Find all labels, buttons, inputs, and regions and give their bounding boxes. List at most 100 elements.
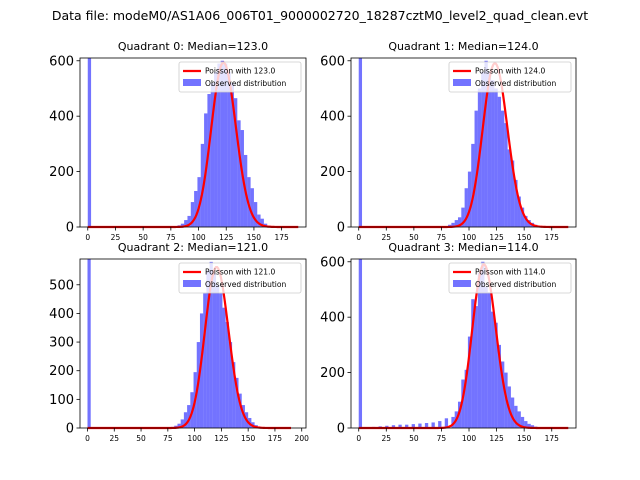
histogram-bar [510, 397, 515, 428]
histogram-bar [227, 71, 231, 227]
histogram-bar [194, 190, 198, 227]
x-tick-label: 50 [409, 233, 419, 242]
histogram-bar [484, 60, 488, 227]
histogram-bar [358, 259, 363, 428]
x-tick-label: 75 [166, 233, 176, 242]
y-tick-label: 0 [66, 422, 74, 437]
x-tick-label: 100 [191, 233, 206, 242]
quadrant-0-chart: 0 200 400 600 0 25 50 75 100 125 150 175 Quadrant 0:… [49, 40, 307, 242]
legend-label-observed: Observed distribution [205, 79, 286, 88]
histogram-bar [497, 96, 501, 227]
x-tick-label: 100 [187, 434, 202, 443]
axes-frame [350, 258, 577, 429]
quadrant-2-chart: 0 100 200 300 400 500 0 25 50 75 100 125 150 175 200 Qu… [49, 241, 309, 443]
y-tick-label: 600 [49, 54, 74, 69]
histogram-bar [241, 405, 245, 428]
histogram-bar [411, 424, 415, 428]
histogram-bar [187, 405, 191, 428]
histogram-bar [187, 215, 191, 227]
histogram-bar [358, 58, 363, 227]
histogram-bar [464, 188, 468, 227]
histogram-bar [224, 63, 228, 227]
x-tick-label: 150 [241, 434, 256, 443]
histogram-bar [184, 220, 188, 227]
histogram-bar [190, 202, 195, 227]
histogram-bar [235, 377, 239, 428]
histogram-bar [398, 424, 402, 428]
histogram-bar [438, 421, 442, 428]
axes-frame [79, 57, 307, 228]
histogram-bar [203, 293, 207, 428]
x-tick-label: 25 [382, 434, 392, 443]
histogram-bar [457, 217, 462, 227]
panel-title: Quadrant 0: Median=123.0 [118, 40, 268, 53]
legend-box [178, 262, 302, 294]
histogram-bar [238, 393, 242, 428]
legend-label-observed: Observed distribution [475, 280, 556, 289]
histogram-bar [210, 82, 215, 228]
histogram-bar [431, 422, 435, 428]
y-tick-label: 600 [320, 54, 345, 69]
histogram-bar [199, 313, 204, 428]
histogram-bar [214, 71, 218, 227]
histogram-bar [524, 421, 528, 428]
axes-frame [79, 258, 307, 429]
histogram-bar [200, 143, 205, 227]
histogram-bar [491, 311, 495, 428]
x-tick-label: 175 [545, 434, 560, 443]
axes-frame [350, 57, 577, 228]
histogram-bar [418, 423, 422, 428]
histogram-bar [253, 202, 258, 227]
histogram-bar [457, 401, 462, 428]
histogram-bar [494, 88, 498, 228]
histogram-bar [197, 177, 201, 227]
y-tick-label: 400 [320, 110, 345, 125]
x-tick-label: 0 [356, 233, 361, 242]
histogram-bar [461, 379, 465, 428]
x-tick-label: 100 [462, 434, 477, 443]
histogram-bar [467, 171, 472, 227]
x-tick-label: 175 [545, 233, 560, 242]
y-tick-label: 500 [49, 278, 74, 293]
histogram-bar [520, 416, 525, 428]
x-tick-label: 75 [437, 434, 447, 443]
y-tick-label: 400 [49, 307, 74, 322]
histogram-bar [467, 336, 472, 428]
histogram-bar [487, 71, 492, 227]
y-tick-label: 200 [320, 366, 345, 381]
x-tick-label: 125 [489, 434, 504, 443]
histogram-bar [220, 60, 225, 227]
histogram-bar [87, 259, 91, 428]
histogram-bar [260, 218, 264, 227]
y-tick-label: 300 [49, 336, 74, 351]
x-tick-label: 75 [163, 434, 173, 443]
histogram-bar [237, 120, 241, 227]
histogram-bar [183, 412, 188, 428]
legend-hist-swatch [453, 79, 471, 86]
x-tick-label: 50 [138, 233, 148, 242]
y-tick-label: 0 [337, 221, 345, 236]
legend-hist-swatch [183, 79, 201, 86]
quadrant-1-chart: 0 200 400 600 0 25 50 75 100 125 150 175 Quadrant 1:… [320, 40, 577, 242]
legend-label-poisson: Poisson with 121.0 [205, 268, 275, 277]
histogram-bar [216, 284, 220, 428]
x-tick-label: 25 [382, 233, 392, 242]
histogram-bar [385, 425, 389, 428]
histogram-bar [444, 418, 449, 428]
histogram-bar [510, 160, 515, 227]
histogram-bar [474, 110, 478, 227]
legend-hist-swatch [453, 280, 471, 287]
x-tick-label: 25 [110, 434, 120, 443]
panel-title: Quadrant 3: Median=114.0 [388, 241, 538, 254]
x-tick-label: 25 [111, 233, 121, 242]
histogram-bar [484, 286, 488, 428]
histogram-bar [501, 361, 505, 428]
histogram-bar [228, 342, 233, 428]
histogram-bar [481, 261, 485, 428]
histogram-bar [405, 424, 409, 428]
quadrant-3-chart: 0 200 400 600 0 25 50 75 100 125 150 175 Quadrant 3:… [320, 241, 577, 443]
histogram-bar [494, 322, 498, 428]
histogram-bar [225, 322, 229, 428]
histogram-bar [497, 344, 501, 428]
